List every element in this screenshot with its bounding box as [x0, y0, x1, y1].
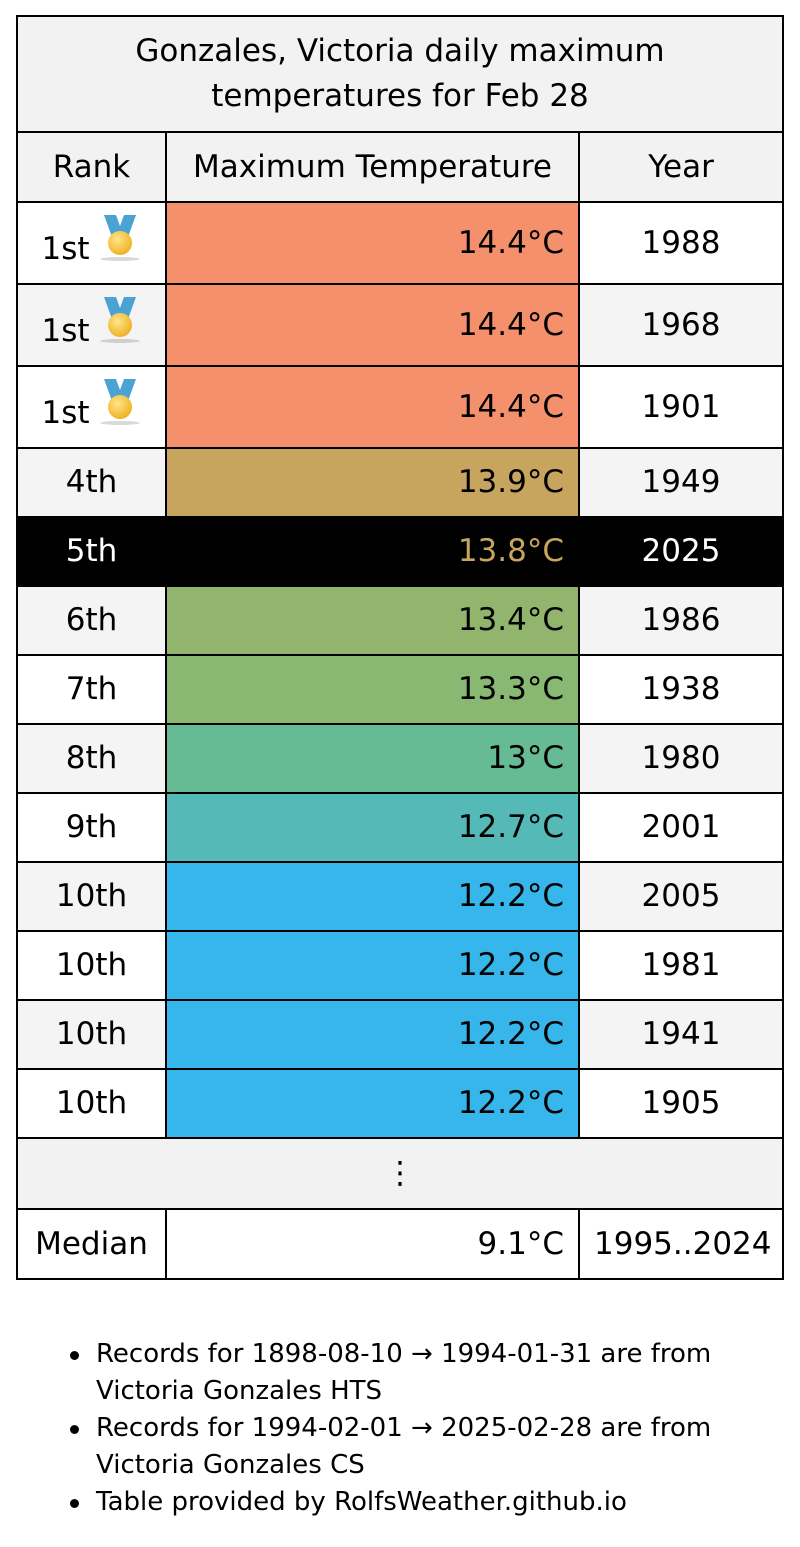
rank-cell: 4th — [16, 447, 167, 518]
rank-cell: 9th — [16, 792, 167, 863]
medal-icon — [98, 214, 142, 263]
year-cell: 1949 — [577, 447, 785, 518]
rank-cell: 1st — [16, 201, 167, 285]
rank-label: 10th — [55, 878, 128, 915]
table-row: 9th 12.7°C 2001 — [16, 792, 785, 863]
table-row: 7th 13.3°C 1938 — [16, 654, 785, 725]
year-header: Year — [577, 131, 785, 203]
temperature-cell: 12.2°C — [165, 930, 580, 1001]
rank-cell: 10th — [16, 930, 167, 1001]
temperature-cell: 13.9°C — [165, 447, 580, 518]
rank-label: 5th — [65, 533, 118, 570]
rank-cell: 10th — [16, 861, 167, 932]
records-table: Gonzales, Victoria daily maximum tempera… — [15, 15, 785, 1280]
year-cell: 2005 — [577, 861, 785, 932]
source-notes: Records for 1898-08-10 → 1994-01-31 are … — [0, 1336, 800, 1521]
temperature-cell: 14.4°C — [165, 283, 580, 367]
median-row: Median 9.1°C 1995..2024 — [16, 1208, 785, 1280]
temperature-cell: 13.3°C — [165, 654, 580, 725]
rank-label: 10th — [55, 1016, 128, 1053]
rank-cell: 6th — [16, 585, 167, 656]
source-note: Records for 1898-08-10 → 1994-01-31 are … — [70, 1336, 800, 1410]
temperature-cell: 13.8°C — [165, 516, 580, 587]
more-rows-ellipsis: ⋮ — [15, 1137, 785, 1210]
table-row: 1st 14.4°C 1988 — [16, 201, 785, 285]
table-row: 10th 12.2°C 2005 — [16, 861, 785, 932]
rank-label: 8th — [65, 740, 118, 777]
temperature-cell: 13.4°C — [165, 585, 580, 656]
table-row: 10th 12.2°C 1941 — [16, 999, 785, 1070]
rank-label: 10th — [55, 947, 128, 984]
temperature-cell: 14.4°C — [165, 201, 580, 285]
rank-label: 1st — [41, 312, 90, 349]
median-temperature: 9.1°C — [165, 1208, 580, 1280]
rank-cell: 8th — [16, 723, 167, 794]
median-label: Median — [16, 1208, 167, 1280]
table-row: 1st 14.4°C 1968 — [16, 283, 785, 367]
rank-cell: 1st — [16, 283, 167, 367]
rank-label: 9th — [65, 809, 118, 846]
table-row: 10th 12.2°C 1981 — [16, 930, 785, 1001]
year-cell: 1986 — [577, 585, 785, 656]
rank-cell: 10th — [16, 999, 167, 1070]
table-row: 6th 13.4°C 1986 — [16, 585, 785, 656]
year-cell: 1901 — [577, 365, 785, 449]
medal-icon — [98, 378, 142, 427]
rank-header: Rank — [16, 131, 167, 203]
rank-label: 10th — [55, 1085, 128, 1122]
year-cell: 2025 — [577, 516, 785, 587]
table-title: Gonzales, Victoria daily maximum tempera… — [15, 15, 785, 133]
median-years: 1995..2024 — [577, 1208, 785, 1280]
rank-label: 1st — [41, 230, 90, 267]
temperature-cell: 12.7°C — [165, 792, 580, 863]
temperature-cell: 12.2°C — [165, 861, 580, 932]
source-note: Table provided by RolfsWeather.github.io — [70, 1484, 800, 1521]
year-cell: 1981 — [577, 930, 785, 1001]
rank-cell: 5th — [16, 516, 167, 587]
rank-cell: 7th — [16, 654, 167, 725]
rank-label: 6th — [65, 602, 118, 639]
year-cell: 1988 — [577, 201, 785, 285]
rank-label: 1st — [41, 394, 90, 431]
year-cell: 1968 — [577, 283, 785, 367]
rank-cell: 1st — [16, 365, 167, 449]
year-cell: 1905 — [577, 1068, 785, 1139]
rank-cell: 10th — [16, 1068, 167, 1139]
medal-icon — [98, 296, 142, 345]
year-cell: 2001 — [577, 792, 785, 863]
year-cell: 1980 — [577, 723, 785, 794]
ranking-rows: 1st 14.4°C 1988 1st 14.4°C 1968 1st 14.4°C 1901 4… — [16, 201, 785, 1139]
table-row: 8th 13°C 1980 — [16, 723, 785, 794]
rank-label: 4th — [65, 464, 118, 501]
table-row: 1st 14.4°C 1901 — [16, 365, 785, 449]
source-note: Records for 1994-02-01 → 2025-02-28 are … — [70, 1410, 800, 1484]
temperature-cell: 12.2°C — [165, 1068, 580, 1139]
temperature-cell: 12.2°C — [165, 999, 580, 1070]
year-cell: 1938 — [577, 654, 785, 725]
table-row: 4th 13.9°C 1949 — [16, 447, 785, 518]
temperature-cell: 13°C — [165, 723, 580, 794]
temperature-header: Maximum Temperature — [165, 131, 580, 203]
table-row: 10th 12.2°C 1905 — [16, 1068, 785, 1139]
year-cell: 1941 — [577, 999, 785, 1070]
rank-label: 7th — [65, 671, 118, 708]
temperature-cell: 14.4°C — [165, 365, 580, 449]
table-row-current: 5th 13.8°C 2025 — [16, 516, 785, 587]
